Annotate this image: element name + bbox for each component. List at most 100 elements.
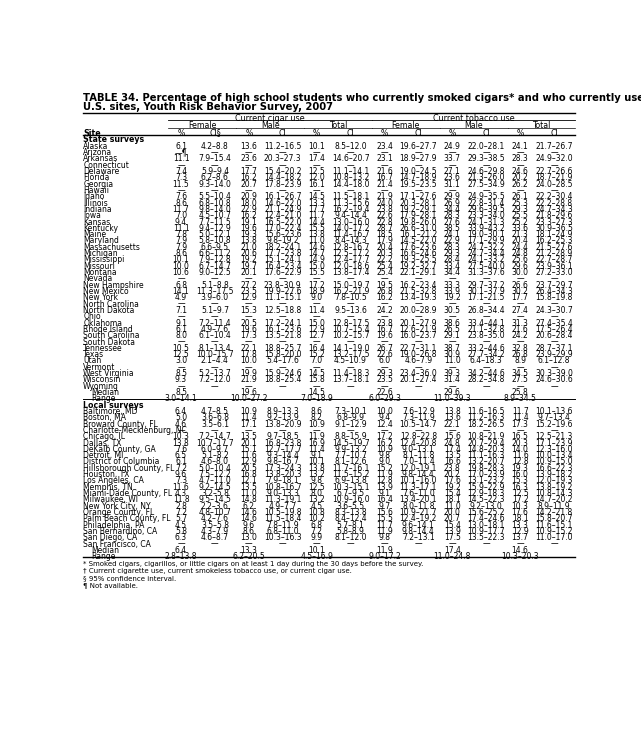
Text: 13.8–19.2: 13.8–19.2 xyxy=(535,483,572,492)
Text: 6.7–14.7: 6.7–14.7 xyxy=(199,261,231,270)
Text: 22.2: 22.2 xyxy=(376,255,393,264)
Text: 14.5–22.3: 14.5–22.3 xyxy=(467,495,505,504)
Text: Miami-Dade County, FL: Miami-Dade County, FL xyxy=(83,489,172,498)
Text: —: — xyxy=(211,426,219,435)
Text: —: — xyxy=(245,312,253,321)
Text: 26.2: 26.2 xyxy=(512,179,528,189)
Text: 12.3–16.0: 12.3–16.0 xyxy=(535,445,573,454)
Text: 14.5: 14.5 xyxy=(308,369,325,378)
Text: 12.0: 12.0 xyxy=(308,173,325,182)
Text: 11.5–18.1: 11.5–18.1 xyxy=(332,192,369,201)
Text: —: — xyxy=(415,161,422,170)
Text: —: — xyxy=(245,382,253,391)
Text: 7.7–10.7: 7.7–10.7 xyxy=(334,451,367,460)
Text: —: — xyxy=(415,363,422,372)
Text: 17.1–27.6: 17.1–27.6 xyxy=(399,192,437,201)
Text: 9.3–14.4: 9.3–14.4 xyxy=(266,451,299,460)
Text: 7.2: 7.2 xyxy=(175,464,187,473)
Text: 2.2–3.6: 2.2–3.6 xyxy=(201,502,229,511)
Text: 4.2–7.6: 4.2–7.6 xyxy=(201,514,229,524)
Text: 16.2: 16.2 xyxy=(240,173,257,182)
Text: 7.0: 7.0 xyxy=(175,211,187,220)
Text: 22.6: 22.6 xyxy=(376,388,393,397)
Text: 23.4: 23.4 xyxy=(376,142,393,151)
Text: —: — xyxy=(313,338,320,347)
Text: 13.1–23.2: 13.1–23.2 xyxy=(467,477,505,486)
Text: 20.6: 20.6 xyxy=(240,249,257,258)
Text: 9.1: 9.1 xyxy=(311,451,322,460)
Text: 15.6–25.2: 15.6–25.2 xyxy=(467,508,505,517)
Text: 8.1–13.4: 8.1–13.4 xyxy=(199,344,231,353)
Text: 23.8: 23.8 xyxy=(376,205,393,214)
Text: 14.5: 14.5 xyxy=(308,388,325,397)
Text: 11.0: 11.0 xyxy=(308,237,325,246)
Text: 16.2–25.3: 16.2–25.3 xyxy=(535,237,573,246)
Text: 21.5–32.8: 21.5–32.8 xyxy=(400,287,437,296)
Text: 11.7: 11.7 xyxy=(376,521,393,530)
Text: 17.0–22.4: 17.0–22.4 xyxy=(264,224,301,233)
Text: —: — xyxy=(279,382,287,391)
Text: 15.0–19.7: 15.0–19.7 xyxy=(332,281,369,290)
Text: 13.4–19.3: 13.4–19.3 xyxy=(399,294,437,303)
Text: Indiana: Indiana xyxy=(83,205,112,214)
Text: 10.8–14.3: 10.8–14.3 xyxy=(535,489,573,498)
Text: 27.5–40.0: 27.5–40.0 xyxy=(467,261,505,270)
Text: 33.4: 33.4 xyxy=(444,261,461,270)
Text: 17.5–26.4: 17.5–26.4 xyxy=(535,325,573,334)
Text: 33.3: 33.3 xyxy=(444,281,461,290)
Text: 12.5–18.8: 12.5–18.8 xyxy=(264,306,301,315)
Text: 7.0–11.4: 7.0–11.4 xyxy=(402,457,435,466)
Text: 10.7–17.7: 10.7–17.7 xyxy=(196,438,234,447)
Text: 19.5: 19.5 xyxy=(376,281,393,290)
Text: 15.2: 15.2 xyxy=(308,350,325,359)
Text: 13.8: 13.8 xyxy=(172,438,189,447)
Text: 10.1–16.0: 10.1–16.0 xyxy=(399,477,437,486)
Text: 24.0: 24.0 xyxy=(376,199,393,208)
Text: 10.9–17.7: 10.9–17.7 xyxy=(467,527,505,536)
Text: 9.4: 9.4 xyxy=(175,217,187,226)
Text: 18.2–26.5: 18.2–26.5 xyxy=(467,420,505,429)
Text: Range: Range xyxy=(91,552,115,561)
Text: 4.5: 4.5 xyxy=(311,502,322,511)
Text: 8.0–11.8: 8.0–11.8 xyxy=(402,502,435,511)
Text: 17.7: 17.7 xyxy=(240,167,257,176)
Text: 13.8: 13.8 xyxy=(308,230,325,239)
Text: 9.7–18.5: 9.7–18.5 xyxy=(267,433,299,441)
Text: 12.6–21.9: 12.6–21.9 xyxy=(400,325,437,334)
Text: Memphis, TN: Memphis, TN xyxy=(83,483,133,492)
Text: 15.4–20.2: 15.4–20.2 xyxy=(264,167,301,176)
Text: 16.1–21.2: 16.1–21.2 xyxy=(400,230,437,239)
Text: Milwaukee, WI: Milwaukee, WI xyxy=(83,495,138,504)
Text: 10.5–19.8: 10.5–19.8 xyxy=(264,508,301,517)
Text: 27.5–34.9: 27.5–34.9 xyxy=(467,179,505,189)
Text: 27.2–33.0: 27.2–33.0 xyxy=(535,268,573,277)
Text: 12.8: 12.8 xyxy=(376,477,393,486)
Text: 17.6: 17.6 xyxy=(444,477,461,486)
Text: 9.1–12.9: 9.1–12.9 xyxy=(334,420,367,429)
Text: 18.1–24.9: 18.1–24.9 xyxy=(535,230,572,239)
Text: 8.1–12.6: 8.1–12.6 xyxy=(335,457,367,466)
Text: 23.3–34.0: 23.3–34.0 xyxy=(467,211,505,220)
Text: 29.6–39.5: 29.6–39.5 xyxy=(467,205,505,214)
Text: 11.3–15.6: 11.3–15.6 xyxy=(332,199,369,208)
Text: 15.2: 15.2 xyxy=(376,464,393,473)
Text: 34.2–44.6: 34.2–44.6 xyxy=(467,369,505,378)
Text: 16.1: 16.1 xyxy=(308,179,325,189)
Text: —: — xyxy=(177,338,185,347)
Text: 4.2–8.8: 4.2–8.8 xyxy=(201,142,229,151)
Text: —: — xyxy=(211,363,219,372)
Text: 16.6: 16.6 xyxy=(444,457,461,466)
Text: —: — xyxy=(483,300,490,309)
Text: 5.5–10.4: 5.5–10.4 xyxy=(199,192,231,201)
Text: 4.6–8.0: 4.6–8.0 xyxy=(201,457,229,466)
Text: 11.9: 11.9 xyxy=(376,546,393,555)
Text: 9.8–19.2: 9.8–19.2 xyxy=(267,237,299,246)
Text: Utah: Utah xyxy=(83,356,101,365)
Text: 22.2–28.8: 22.2–28.8 xyxy=(535,199,572,208)
Text: 19.2–29.1: 19.2–29.1 xyxy=(400,205,437,214)
Text: 19.1: 19.1 xyxy=(240,217,257,226)
Text: 12.9–18.3: 12.9–18.3 xyxy=(467,489,505,498)
Text: 34.4: 34.4 xyxy=(444,205,461,214)
Text: 28.3: 28.3 xyxy=(512,155,528,164)
Text: 19.8–28.3: 19.8–28.3 xyxy=(467,464,505,473)
